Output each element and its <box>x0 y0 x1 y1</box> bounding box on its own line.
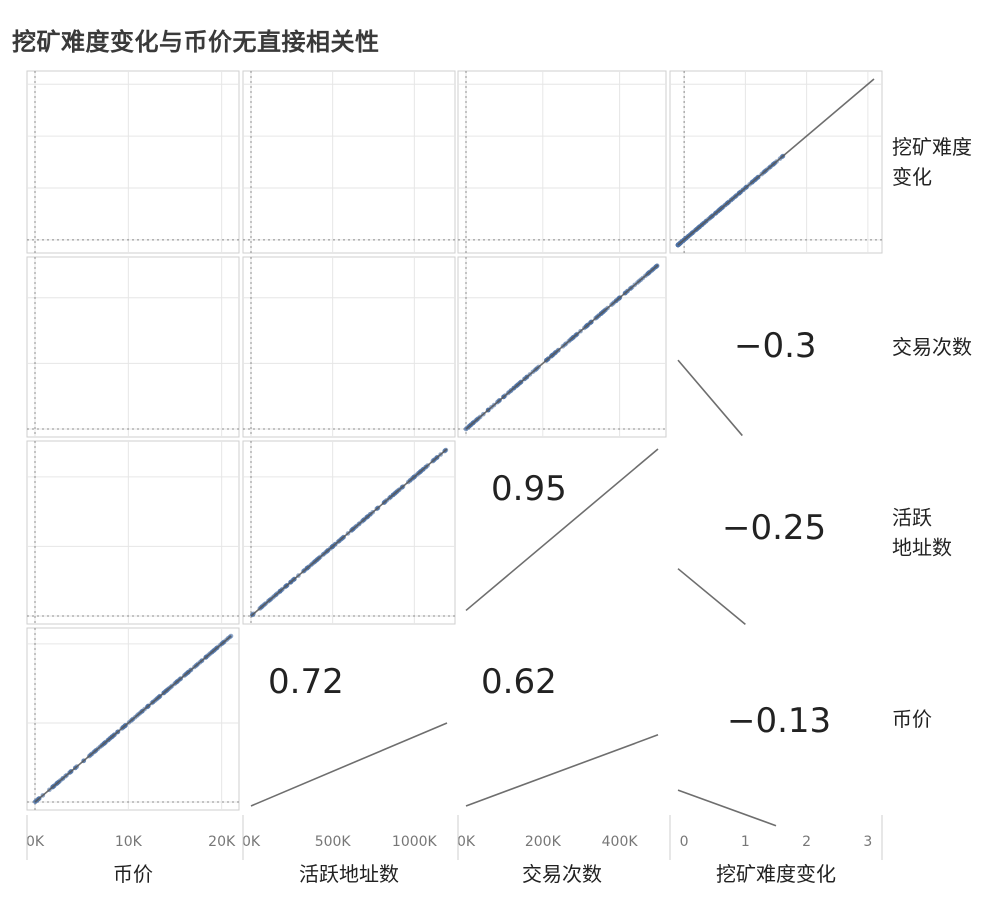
row-label-addresses: 活跃 <box>892 506 932 530</box>
panel-price-vs-difficulty <box>26 70 240 254</box>
row-label-tx: 交易次数 <box>892 335 972 359</box>
trend-line-addresses-vs-price <box>250 722 448 807</box>
chart-title: 挖矿难度变化与币价无直接相关性 <box>12 28 380 56</box>
panel-frame <box>242 256 456 438</box>
panel-addresses-vs-tx <box>242 256 456 438</box>
correlation-label-difficulty-vs-tx: −0.3 <box>734 326 817 366</box>
x-tick-label: 1 <box>741 834 750 850</box>
row-label-addresses: 地址数 <box>892 536 952 560</box>
trend-line-tx-vs-tx <box>465 264 659 430</box>
column-label-addresses: 活跃地址数 <box>299 862 399 886</box>
correlation-label-tx-vs-addresses: 0.95 <box>491 469 567 509</box>
trend-line-tx-vs-addresses <box>465 448 659 612</box>
correlation-label-addresses-vs-price: 0.72 <box>268 662 344 702</box>
x-tick-label: 10K <box>115 834 143 850</box>
panel-frame <box>26 70 240 254</box>
row-label-difficulty: 变化 <box>892 165 932 189</box>
x-tick-label: 20K <box>208 834 236 850</box>
panel-tx-vs-difficulty <box>457 70 667 254</box>
trend-line-tx-vs-price <box>465 734 659 807</box>
panel-frame <box>242 70 456 254</box>
panel-frame <box>26 256 240 438</box>
trend-line-difficulty-vs-price <box>677 789 777 827</box>
column-label-difficulty: 挖矿难度变化 <box>716 862 836 886</box>
correlation-label-difficulty-vs-addresses: −0.25 <box>722 508 826 548</box>
column-label-price: 币价 <box>113 862 153 886</box>
x-tick-label: 0K <box>26 834 45 850</box>
x-tick-label: 200K <box>525 834 562 850</box>
correlation-label-difficulty-vs-price: −0.13 <box>727 701 831 741</box>
x-tick-label: 1000K <box>392 834 438 850</box>
column-label-tx: 交易次数 <box>522 862 602 886</box>
correlation-label-tx-vs-price: 0.62 <box>481 662 557 702</box>
x-tick-label: 400K <box>602 834 639 850</box>
x-tick-label: 0K <box>457 834 476 850</box>
x-tick-label: 500K <box>315 834 352 850</box>
trend-line-difficulty-vs-difficulty <box>677 78 875 246</box>
x-tick-label: 0K <box>242 834 261 850</box>
trend-line-difficulty-vs-addresses <box>677 568 746 625</box>
trend-line-addresses-vs-addresses <box>250 448 448 617</box>
x-tick-label: 0 <box>680 834 689 850</box>
panel-frame <box>457 70 667 254</box>
row-label-price: 币价 <box>892 707 932 731</box>
trend-line-difficulty-vs-tx <box>677 359 743 437</box>
row-label-difficulty: 挖矿难度 <box>892 135 972 159</box>
panel-price-vs-tx <box>26 256 240 438</box>
x-tick-label: 3 <box>863 834 872 850</box>
panel-price-vs-addresses <box>26 440 240 625</box>
x-tick-label: 2 <box>802 834 811 850</box>
trend-line-price-vs-price <box>34 635 232 803</box>
panel-addresses-vs-difficulty <box>242 70 456 254</box>
panel-frame <box>26 440 240 625</box>
